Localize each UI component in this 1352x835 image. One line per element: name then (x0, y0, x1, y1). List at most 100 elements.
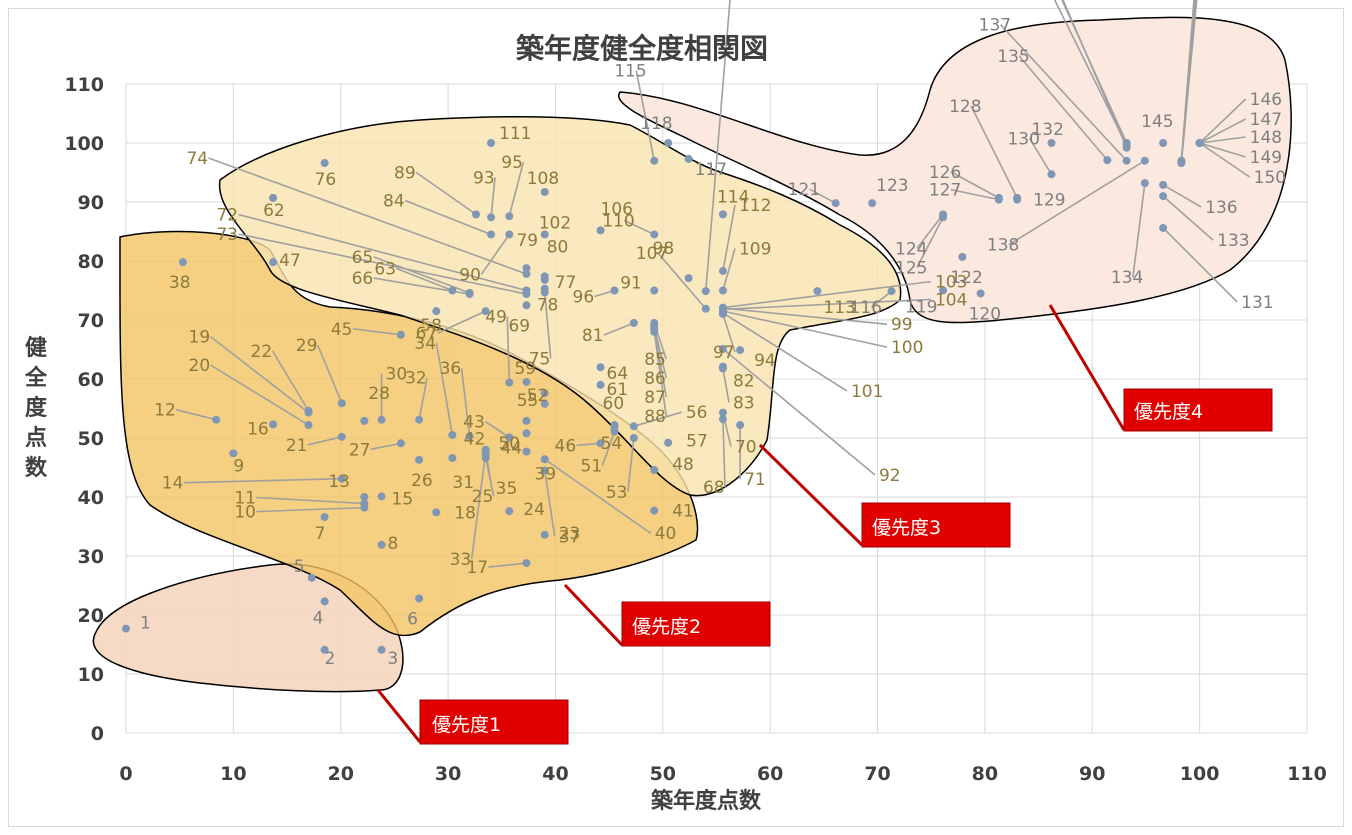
point-label: 103 (935, 273, 967, 293)
data-point (360, 499, 369, 508)
leader-line (1162, 227, 1238, 303)
point-label: 61 (607, 380, 629, 400)
leader-line (1062, 0, 1128, 149)
data-point (650, 465, 659, 474)
data-point (337, 474, 346, 483)
data-point (939, 286, 948, 295)
point-label: 118 (640, 114, 672, 134)
data-point (415, 455, 424, 464)
leader-line (1162, 195, 1214, 241)
point-label: 123 (876, 176, 908, 196)
data-point (377, 492, 386, 501)
x-tick-label: 20 (328, 763, 354, 785)
data-point (481, 450, 490, 459)
point-label: 40 (655, 524, 677, 544)
y-tick-label: 110 (64, 74, 104, 96)
point-label: 87 (644, 388, 666, 408)
leader-line (256, 496, 365, 505)
data-point (377, 540, 386, 549)
x-tick-label: 40 (542, 763, 568, 785)
data-point (229, 449, 238, 458)
leader-line (722, 298, 931, 311)
leader-line (1000, 24, 1128, 162)
priority1-region (92, 563, 404, 693)
point-label: 108 (527, 169, 559, 189)
leader-line (460, 368, 471, 437)
leader-line (256, 506, 365, 513)
point-label: 100 (891, 338, 923, 358)
leader-line (404, 199, 492, 236)
y-tick-label: 60 (78, 369, 104, 391)
data-point (701, 304, 710, 313)
data-point (522, 264, 531, 273)
leader-line (415, 171, 477, 216)
point-label: 91 (620, 274, 642, 294)
data-point (304, 406, 313, 415)
point-label: 58 (420, 316, 442, 336)
x-tick-label: 10 (220, 763, 246, 785)
data-point (432, 307, 441, 316)
point-label: 1 (140, 614, 151, 634)
point-label: 96 (573, 288, 595, 308)
y-axis-title-char-3: 度 (25, 395, 48, 421)
leader-line (1199, 142, 1246, 158)
point-label: 32 (405, 369, 427, 389)
point-label: 78 (537, 296, 559, 316)
point-label: 98 (653, 239, 675, 259)
point-label: 54 (601, 434, 623, 454)
point-label: 150 (1254, 168, 1286, 188)
point-label: 18 (454, 503, 476, 523)
data-point (505, 230, 514, 239)
data-point (212, 415, 221, 424)
y-tick-label: 40 (78, 487, 104, 509)
point-label: 7 (315, 524, 326, 544)
point-label: 148 (1250, 128, 1282, 148)
leader-line (722, 419, 726, 488)
point-label: 45 (331, 320, 353, 340)
point-label: 50 (498, 434, 520, 454)
data-point (994, 195, 1003, 204)
point-label: 14 (162, 474, 184, 494)
point-label: 114 (717, 187, 749, 207)
data-point (976, 289, 985, 298)
point-label: 3 (388, 649, 399, 669)
leader-lines (175, 0, 1251, 568)
priority4-region (617, 16, 1292, 324)
data-point (481, 307, 490, 316)
leader-line (490, 177, 496, 218)
leader-line (543, 470, 556, 537)
y-axis-title-char-4: 点 (25, 425, 47, 451)
leader-line (370, 442, 402, 451)
data-point (505, 507, 514, 516)
point-label: 111 (499, 124, 531, 144)
point-label: 64 (607, 364, 629, 384)
data-point (1103, 156, 1112, 165)
data-point (178, 258, 187, 267)
callout-box-3 (861, 502, 1011, 548)
priority2-region (119, 230, 699, 637)
y-tick-label: 100 (64, 133, 104, 155)
point-label: 147 (1250, 110, 1282, 130)
point-label: 8 (388, 534, 399, 554)
point-label: 35 (496, 479, 518, 499)
point-label: 131 (1241, 293, 1273, 313)
callout-box-2 (621, 601, 771, 647)
data-point (487, 230, 496, 239)
data-point (540, 389, 549, 398)
data-point (320, 597, 329, 606)
point-label: 110 (602, 211, 634, 231)
leader-line (1199, 118, 1247, 144)
point-label: 72 (216, 206, 238, 226)
point-label: 137 (979, 16, 1011, 36)
point-label: 37 (559, 527, 581, 547)
point-label: 73 (216, 225, 238, 245)
data-point (465, 432, 474, 441)
data-point (958, 252, 967, 261)
point-label: 102 (539, 213, 571, 233)
point-label: 39 (534, 465, 556, 485)
data-point (522, 447, 531, 456)
point-label: 21 (286, 436, 308, 456)
point-label: 60 (603, 394, 625, 414)
data-point (718, 305, 727, 314)
data-point (360, 493, 369, 501)
